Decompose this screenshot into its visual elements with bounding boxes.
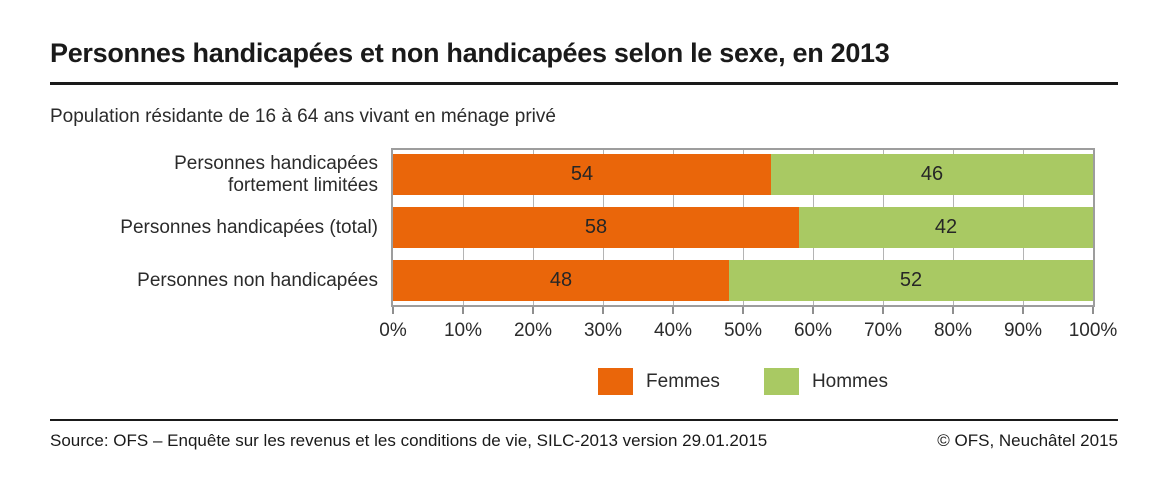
axis-tick-label: 60% bbox=[793, 320, 833, 341]
bar-segment-hommes: 52 bbox=[729, 260, 1093, 301]
page-title: Personnes handicapées et non handicapées… bbox=[50, 38, 890, 68]
bar-value-label: 42 bbox=[934, 216, 958, 238]
source-text: Source: OFS – Enquête sur les revenus et… bbox=[50, 431, 768, 450]
bar-segment-hommes: 46 bbox=[771, 154, 1093, 195]
axis-tick-label: 40% bbox=[653, 320, 693, 341]
bar-row-non-handicapees: 48 52 bbox=[393, 260, 1093, 301]
category-label-line: fortement limitées bbox=[228, 175, 378, 196]
axis-tick bbox=[532, 307, 534, 314]
axis-tick bbox=[602, 307, 604, 314]
category-label-non-handicapees: Personnes non handicapées bbox=[137, 270, 378, 292]
bar-row-handicapees-total: 58 42 bbox=[393, 207, 1093, 248]
axis-tick bbox=[1022, 307, 1024, 314]
category-label-line: Personnes non handicapées bbox=[137, 270, 378, 291]
bar-value-label: 52 bbox=[899, 269, 923, 291]
axis-tick-label: 70% bbox=[863, 320, 903, 341]
hommes-color-swatch bbox=[763, 368, 799, 395]
plot-area: 54 46 58 42 48 52 bbox=[391, 148, 1095, 307]
axis-tick-label: 30% bbox=[583, 320, 623, 341]
axis-tick bbox=[1092, 307, 1094, 314]
bar-value-label: 54 bbox=[570, 163, 594, 185]
bar-segment-femmes: 58 bbox=[393, 207, 799, 248]
bar-segment-femmes: 48 bbox=[393, 260, 729, 301]
bar-segment-hommes: 42 bbox=[799, 207, 1093, 248]
title-rule bbox=[50, 82, 1118, 85]
legend-label-femmes: Femmes bbox=[646, 370, 720, 392]
chart-subtitle: Population résidante de 16 à 64 ans viva… bbox=[50, 106, 556, 127]
axis-tick-label: 80% bbox=[933, 320, 973, 341]
category-label-handicapees-total: Personnes handicapées (total) bbox=[120, 217, 378, 239]
axis-tick bbox=[742, 307, 744, 314]
footer: Source: OFS – Enquête sur les revenus et… bbox=[50, 431, 1118, 451]
axis-tick bbox=[392, 307, 394, 314]
femmes-color-swatch bbox=[598, 368, 634, 395]
axis-tick bbox=[882, 307, 884, 314]
footer-rule bbox=[50, 419, 1118, 421]
copyright-text: © OFS, Neuchâtel 2015 bbox=[937, 431, 1118, 450]
legend-item-femmes: Femmes bbox=[598, 368, 720, 395]
bar-value-label: 46 bbox=[920, 163, 944, 185]
category-label-handicapees-fortement-limitees: Personnes handicapées fortement limitées bbox=[174, 153, 378, 197]
bar-segment-femmes: 54 bbox=[393, 154, 771, 195]
axis-tick-label: 10% bbox=[443, 320, 483, 341]
legend-item-hommes: Hommes bbox=[763, 368, 888, 395]
axis-tick-label: 90% bbox=[1003, 320, 1043, 341]
axis-tick bbox=[672, 307, 674, 314]
axis-tick-label: 0% bbox=[379, 320, 407, 341]
axis-tick bbox=[952, 307, 954, 314]
legend-label-hommes: Hommes bbox=[811, 370, 888, 392]
bar-value-label: 48 bbox=[549, 269, 573, 291]
bar-value-label: 58 bbox=[584, 216, 608, 238]
axis-tick-label: 20% bbox=[513, 320, 553, 341]
axis-tick-label: 50% bbox=[723, 320, 763, 341]
bar-row-handicapees-fortement-limitees: 54 46 bbox=[393, 154, 1093, 195]
axis-tick-label: 100% bbox=[1068, 320, 1118, 341]
axis-tick bbox=[812, 307, 814, 314]
category-label-line: Personnes handicapées (total) bbox=[120, 217, 378, 238]
category-label-line: Personnes handicapées bbox=[174, 153, 378, 174]
legend: Femmes Hommes bbox=[391, 368, 1095, 395]
axis-tick bbox=[462, 307, 464, 314]
